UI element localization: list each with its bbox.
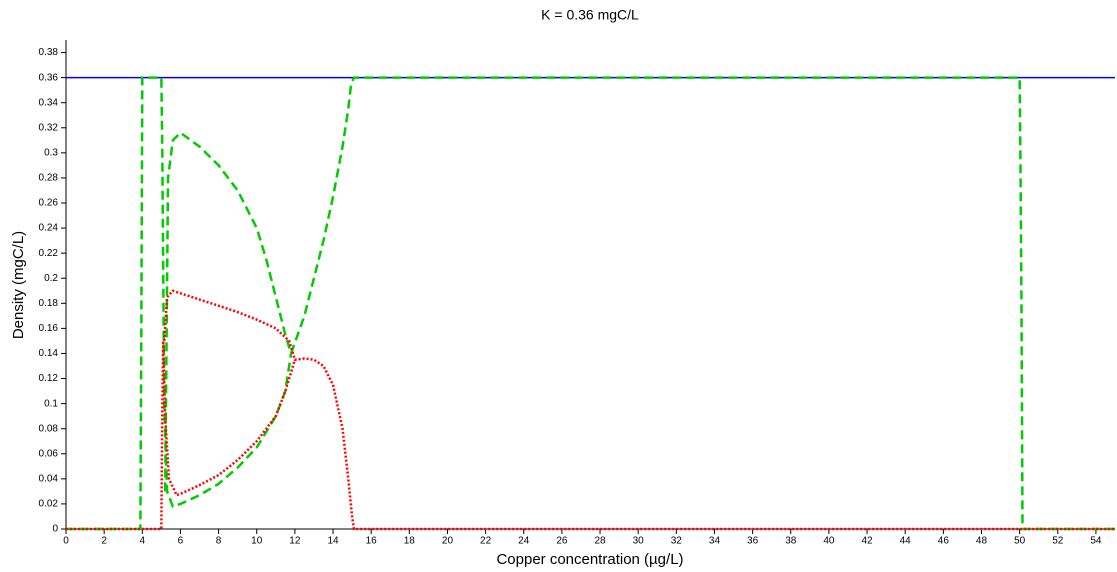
series-line — [66, 340, 297, 531]
y-tick-label: 0.3 — [44, 147, 58, 158]
y-tick-label: 0.1 — [44, 398, 58, 409]
y-tick-label: 0.02 — [39, 499, 59, 510]
y-tick-label: 0.18 — [39, 298, 59, 309]
series-line — [66, 76, 293, 531]
series-line — [163, 131, 293, 492]
y-tick-label: 0.22 — [39, 248, 59, 259]
series-line — [162, 289, 1115, 531]
x-tick-label: 22 — [480, 536, 492, 547]
x-tick-label: 8 — [216, 536, 222, 547]
x-tick-label: 40 — [823, 536, 835, 547]
y-tick-label: 0.06 — [39, 448, 59, 459]
y-tick-label: 0.08 — [39, 423, 59, 434]
x-tick-label: 6 — [178, 536, 184, 547]
y-tick-label: 0.38 — [39, 47, 59, 58]
x-tick-label: 50 — [1014, 536, 1026, 547]
y-tick-label: 0.04 — [39, 473, 59, 484]
x-tick-label: 26 — [556, 536, 568, 547]
x-tick-label: 24 — [518, 536, 530, 547]
chart-title: K = 0.36 mgC/L — [541, 7, 639, 23]
x-tick-label: 36 — [747, 536, 759, 547]
y-tick-label: 0.2 — [44, 273, 58, 284]
x-tick-label: 42 — [861, 536, 873, 547]
y-tick-label: 0.12 — [39, 373, 59, 384]
x-tick-label: 20 — [442, 536, 454, 547]
y-tick-label: 0.34 — [39, 97, 59, 108]
series-line — [289, 76, 1115, 531]
x-tick-label: 32 — [671, 536, 683, 547]
x-tick-label: 44 — [900, 536, 912, 547]
x-tick-label: 0 — [63, 536, 69, 547]
y-tick-label: 0.24 — [39, 223, 59, 234]
x-tick-label: 4 — [140, 536, 146, 547]
y-tick-label: 0.28 — [39, 173, 59, 184]
x-tick-label: 2 — [101, 536, 107, 547]
y-tick-label: 0.32 — [39, 122, 59, 133]
y-axis-title: Density (mgC/L) — [10, 231, 27, 339]
x-axis-title: Copper concentration (µg/L) — [496, 551, 683, 568]
x-tick-label: 28 — [594, 536, 606, 547]
x-tick-label: 54 — [1090, 536, 1102, 547]
x-tick-label: 12 — [289, 536, 301, 547]
y-tick-label: 0.26 — [39, 198, 59, 209]
y-tick-label: 0.16 — [39, 323, 59, 334]
x-tick-label: 14 — [327, 536, 339, 547]
x-tick-label: 16 — [366, 536, 378, 547]
y-tick-label: 0.36 — [39, 72, 59, 83]
x-tick-label: 34 — [709, 536, 721, 547]
x-tick-label: 48 — [976, 536, 988, 547]
x-tick-label: 30 — [633, 536, 645, 547]
x-tick-label: 38 — [785, 536, 797, 547]
x-tick-label: 18 — [404, 536, 416, 547]
y-tick-label: 0 — [52, 524, 58, 535]
x-tick-label: 46 — [938, 536, 950, 547]
x-tick-label: 52 — [1052, 536, 1064, 547]
x-tick-label: 10 — [251, 536, 263, 547]
y-tick-label: 0.14 — [39, 348, 59, 359]
